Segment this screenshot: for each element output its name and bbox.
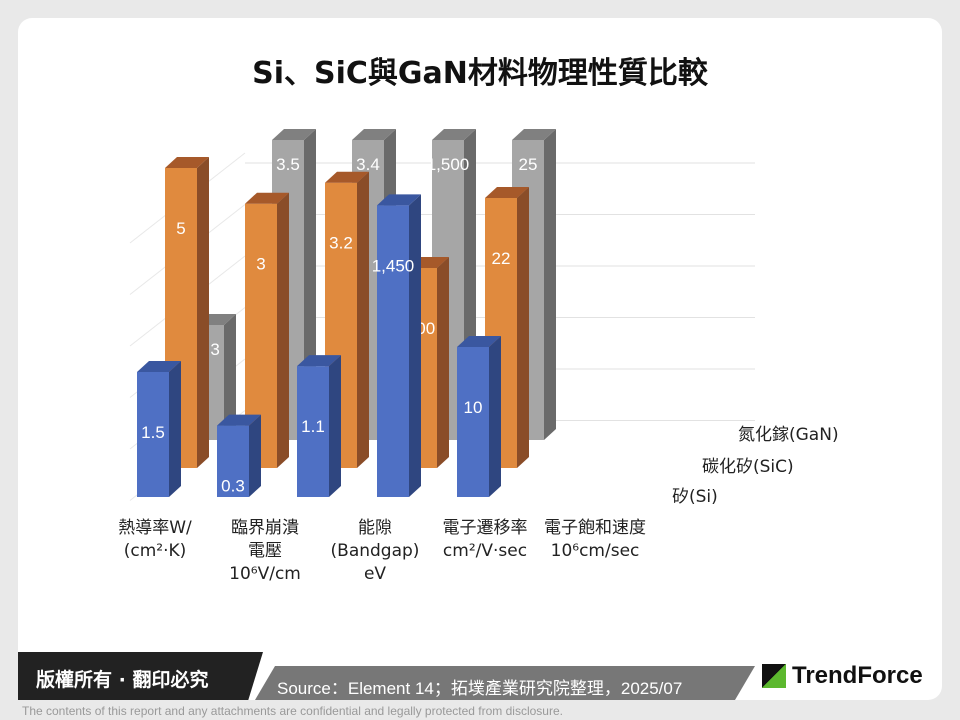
bar-side xyxy=(517,187,529,468)
bar-front xyxy=(377,205,409,498)
series-label: 碳化矽(SiC) xyxy=(702,457,794,477)
bar-si: 0.3 xyxy=(217,414,261,497)
bar-top xyxy=(432,129,476,140)
bar-top xyxy=(272,129,316,140)
bar-top xyxy=(165,157,209,168)
category-label-line: (cm²·K) xyxy=(123,541,187,561)
series-label: 氮化鎵(GaN) xyxy=(738,425,839,445)
category-label-line: eV xyxy=(363,564,387,584)
data-label: 1,500 xyxy=(427,155,470,174)
data-label: 3 xyxy=(256,255,265,274)
trendforce-logo: TrendForce xyxy=(762,662,923,690)
bar-si: 1.5 xyxy=(137,361,181,497)
bar-side xyxy=(489,336,501,497)
bar-front xyxy=(297,366,329,497)
category-label: 電子飽和速度 10⁶cm/sec xyxy=(535,517,655,563)
disclaimer: The contents of this report and any atta… xyxy=(22,704,563,718)
bar-si: 1,450 xyxy=(372,194,421,498)
category-label: 熱導率W/ (cm²·K) xyxy=(95,517,215,563)
logo-text: TrendForce xyxy=(792,662,923,689)
category-label-line: 臨界崩潰 xyxy=(231,518,299,538)
category-label: 臨界崩潰電壓 10⁶V/cm xyxy=(205,517,325,586)
category-label-line: 能隙 xyxy=(358,518,392,538)
series-label: 矽(Si) xyxy=(672,487,718,507)
trendforce-logo-mark-icon xyxy=(762,664,786,688)
data-label: 3.2 xyxy=(329,234,353,253)
data-label: 1.5 xyxy=(141,423,165,442)
bar-top xyxy=(512,129,556,140)
bar-top xyxy=(245,192,289,204)
bar-front xyxy=(217,425,249,497)
bar-si: 1.1 xyxy=(297,355,341,497)
bar-side xyxy=(357,171,369,469)
bar-top xyxy=(352,129,396,140)
category-label-line: 電壓 xyxy=(248,541,282,561)
bar-top xyxy=(325,171,369,183)
source-note: Source：Element 14；拓墣產業研究院整理，2025/07 xyxy=(255,666,755,700)
data-label: 22 xyxy=(492,249,511,268)
bar-top xyxy=(485,187,529,198)
copyright-banner: 版權所有 · 翻印必究 xyxy=(18,652,263,700)
bar-front xyxy=(457,347,489,497)
data-label: 1,450 xyxy=(372,256,415,275)
category-label: 能隙 (Bandgap) eV xyxy=(315,517,435,586)
data-label: 0.3 xyxy=(221,477,245,496)
bar-side xyxy=(249,414,261,497)
category-label-line: 10⁶cm/sec xyxy=(550,541,640,561)
chart-title: Si、SiC與GaN材料物理性質比較 xyxy=(252,56,708,91)
data-label: 10 xyxy=(464,398,483,417)
bar-side xyxy=(437,257,449,468)
bar-side xyxy=(224,314,236,440)
data-label: 3.4 xyxy=(356,155,380,174)
bar-side xyxy=(544,129,556,440)
bar-side xyxy=(329,355,341,497)
category-label-line: 10⁶V/cm xyxy=(229,564,301,584)
bar-side xyxy=(277,192,289,468)
data-label: 3.5 xyxy=(276,155,300,174)
category-label-line: (Bandgap) xyxy=(330,541,420,561)
bar-si: 10 xyxy=(457,336,501,497)
bar-side xyxy=(409,194,421,498)
bar-top xyxy=(457,336,501,347)
data-label: 1.1 xyxy=(301,417,325,436)
category-label-line: 電子遷移率 xyxy=(442,518,528,538)
bar-top xyxy=(297,355,341,367)
category-label: 電子遷移率 cm²/V·sec xyxy=(425,517,545,563)
category-label-line: 電子飽和速度 xyxy=(544,518,646,538)
data-label: 5 xyxy=(176,219,185,238)
bar-top xyxy=(377,194,421,206)
bar-top xyxy=(217,414,261,426)
category-label-line: cm²/V·sec xyxy=(442,541,528,561)
bar-side xyxy=(169,361,181,497)
bar-side xyxy=(197,157,209,468)
bar-front xyxy=(137,372,169,497)
data-label: 25 xyxy=(519,155,538,174)
bar-top xyxy=(137,361,181,372)
category-label-line: 熱導率W/ xyxy=(118,518,192,538)
